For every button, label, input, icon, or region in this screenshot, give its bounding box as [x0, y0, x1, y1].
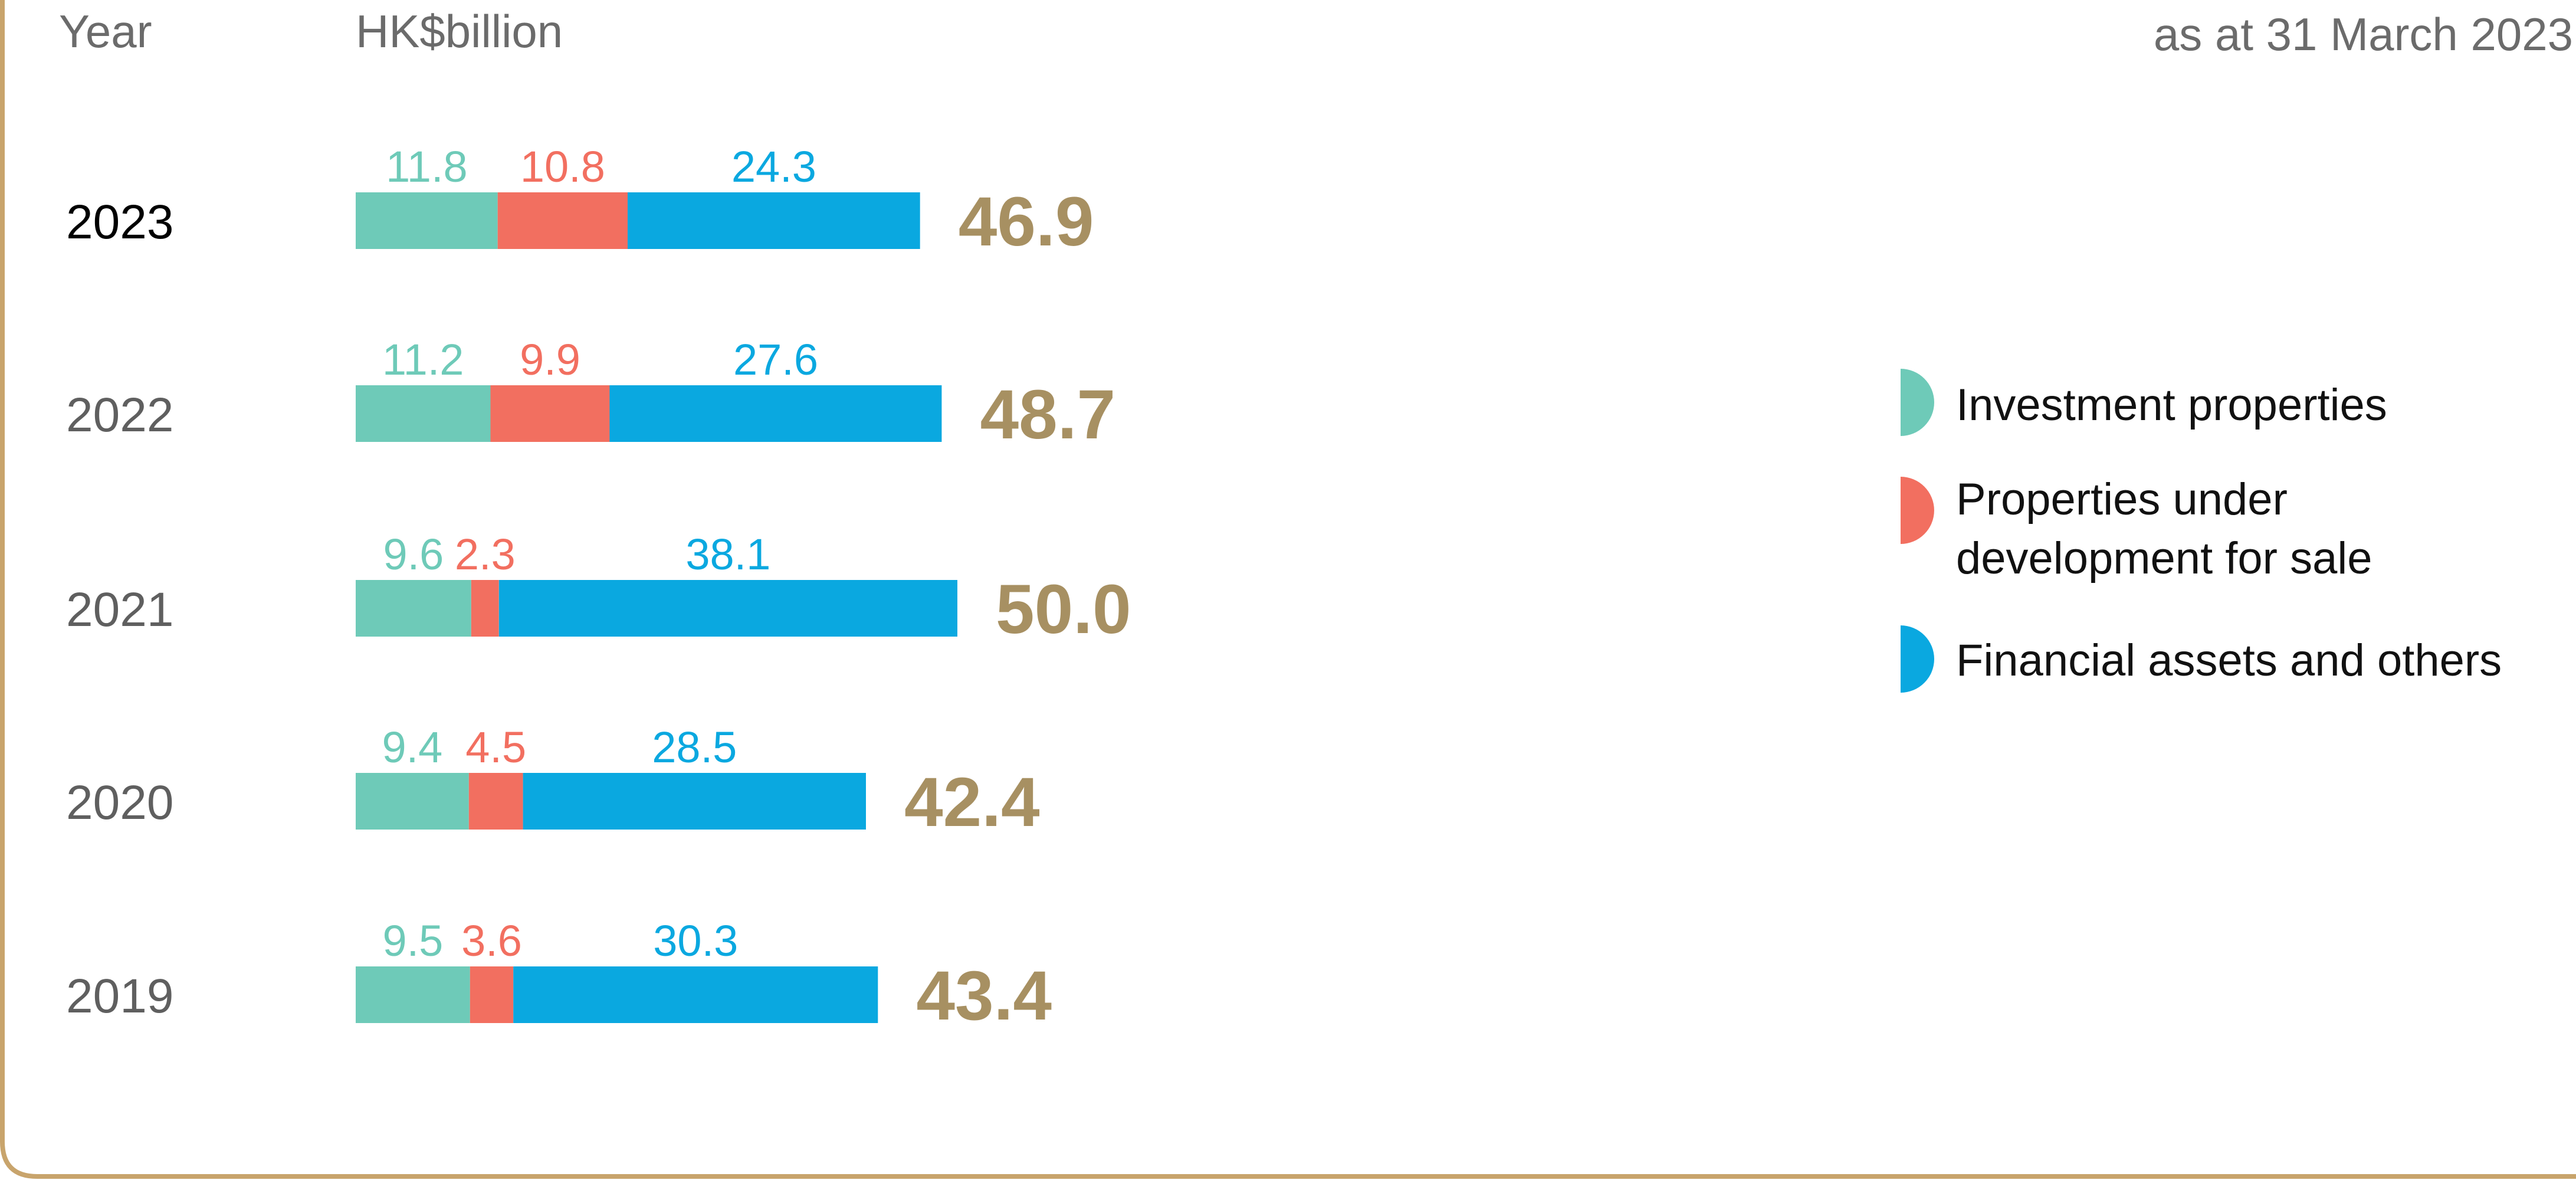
- year-column-header: Year: [59, 5, 152, 57]
- legend-marker-development: [1901, 477, 1934, 544]
- bar-development-2019: [470, 966, 514, 1023]
- bar-development-2020: [468, 773, 523, 830]
- legend-label-development-line-2: development for sale: [1956, 533, 2372, 584]
- bar-financial-2019: [513, 966, 878, 1023]
- unit-label: HK$billion: [356, 5, 563, 57]
- value-label-financial-2020: 28.5: [652, 723, 737, 772]
- bar-investment-2020: [356, 773, 469, 830]
- bar-development-2022: [490, 385, 610, 442]
- value-label-financial-2023: 24.3: [731, 142, 816, 191]
- bar-investment-2021: [356, 580, 471, 637]
- year-label-2022: 2022: [66, 388, 173, 442]
- value-label-investment-2019: 9.5: [382, 916, 443, 965]
- year-label-2023: 2023: [66, 195, 173, 249]
- bar-development-2021: [471, 580, 499, 637]
- bars-group: 2023 11.8 10.8 24.3 46.9 2022 11.2 9.9 27.6 48.7 2…: [66, 142, 1131, 1035]
- bar-investment-2019: [356, 966, 470, 1023]
- value-label-development-2019: 3.6: [461, 916, 522, 965]
- value-label-financial-2021: 38.1: [685, 530, 770, 579]
- year-label-2019: 2019: [66, 969, 173, 1023]
- value-label-investment-2022: 11.2: [382, 335, 464, 384]
- bar-financial-2023: [628, 192, 920, 249]
- legend-label-development-line-1: Properties under: [1956, 474, 2288, 525]
- year-label-2021: 2021: [66, 583, 173, 637]
- legend: Investment properties Properties under dev…: [1901, 369, 2502, 693]
- value-label-financial-2022: 27.6: [733, 335, 818, 384]
- value-label-development-2022: 9.9: [520, 335, 580, 384]
- bar-investment-2023: [356, 192, 498, 249]
- legend-label-investment: Investment properties: [1956, 380, 2387, 430]
- year-label-2020: 2020: [66, 776, 173, 830]
- value-label-development-2021: 2.3: [455, 530, 516, 579]
- bar-investment-2022: [356, 385, 491, 442]
- bar-development-2023: [497, 192, 628, 249]
- bar-financial-2021: [498, 580, 957, 637]
- as-at-date: as at 31 March 2023: [2154, 8, 2573, 60]
- total-label-2020: 42.4: [904, 763, 1040, 841]
- value-label-development-2020: 4.5: [465, 723, 526, 772]
- total-label-2023: 46.9: [959, 183, 1094, 261]
- legend-marker-investment: [1901, 369, 1934, 436]
- total-label-2021: 50.0: [996, 571, 1131, 648]
- bar-financial-2020: [523, 773, 866, 830]
- value-label-investment-2020: 9.4: [382, 723, 442, 772]
- total-label-2019: 43.4: [916, 957, 1052, 1035]
- bar-financial-2022: [609, 385, 942, 442]
- legend-marker-financial: [1901, 625, 1934, 693]
- legend-label-financial: Financial assets and others: [1956, 635, 2502, 686]
- value-label-investment-2023: 11.8: [386, 142, 468, 191]
- value-label-development-2023: 10.8: [520, 142, 605, 191]
- value-label-financial-2019: 30.3: [653, 916, 738, 965]
- total-label-2022: 48.7: [980, 376, 1116, 454]
- value-label-investment-2021: 9.6: [383, 530, 444, 579]
